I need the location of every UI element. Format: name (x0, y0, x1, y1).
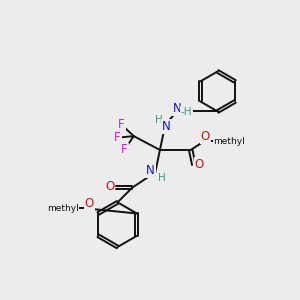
Text: O: O (105, 180, 115, 194)
Text: O: O (201, 130, 210, 143)
Text: N: N (162, 120, 170, 134)
Text: F: F (121, 143, 128, 157)
Text: methyl: methyl (47, 204, 79, 213)
Text: H: H (155, 115, 163, 125)
Text: O: O (84, 196, 94, 210)
Text: methyl: methyl (213, 137, 245, 146)
Text: N: N (172, 102, 181, 115)
Text: O: O (195, 158, 204, 171)
Text: H: H (158, 173, 166, 183)
Text: F: F (118, 118, 125, 131)
Text: F: F (114, 131, 121, 144)
Text: N: N (146, 164, 155, 177)
Text: -H: -H (180, 107, 192, 117)
